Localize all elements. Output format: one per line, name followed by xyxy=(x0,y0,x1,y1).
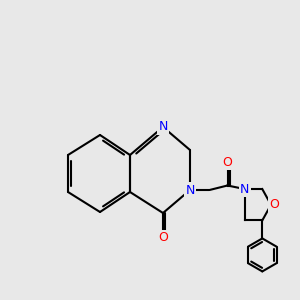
Text: O: O xyxy=(158,231,168,244)
Text: N: N xyxy=(185,184,195,196)
Text: O: O xyxy=(270,198,280,211)
Text: N: N xyxy=(158,121,168,134)
Text: N: N xyxy=(240,183,250,196)
Text: O: O xyxy=(223,156,232,169)
